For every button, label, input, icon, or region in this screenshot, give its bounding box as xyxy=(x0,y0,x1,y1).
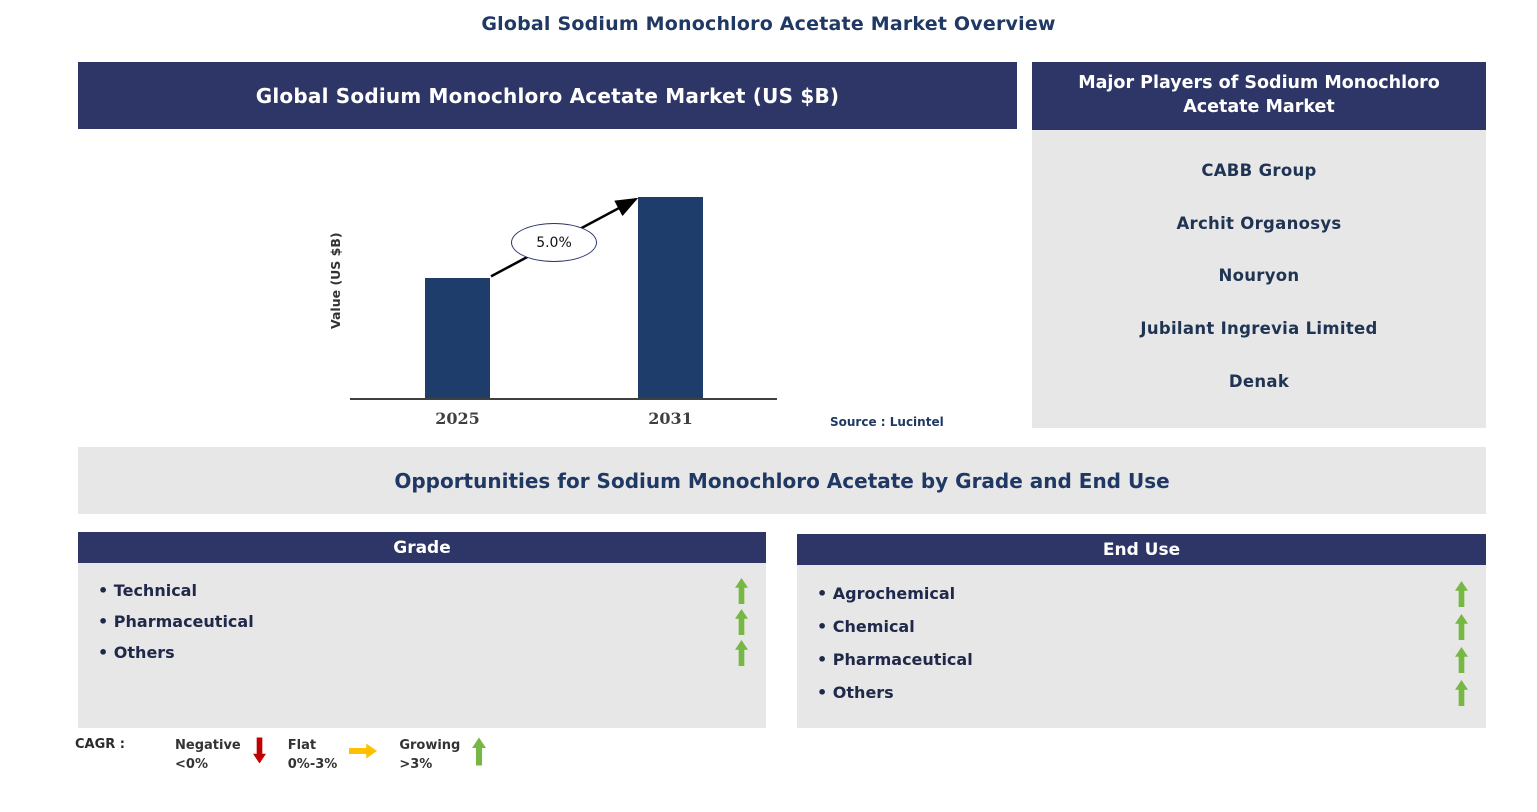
x-axis-line xyxy=(350,398,777,400)
grade-panel-header: Grade xyxy=(78,532,766,563)
list-item: Pharmaceutical xyxy=(98,606,748,637)
grade-item-label: Others xyxy=(98,643,175,662)
growing-up-arrow-icon xyxy=(735,608,748,635)
negative-down-arrow-icon xyxy=(252,737,266,764)
list-item: Others xyxy=(817,676,1468,709)
legend-flat-title: Flat xyxy=(287,738,317,753)
list-item: Others xyxy=(98,637,748,668)
list-item: Nouryon xyxy=(1218,266,1300,286)
end-use-item-label: Others xyxy=(817,683,894,702)
list-item: Pharmaceutical xyxy=(817,643,1468,676)
growing-up-arrow-icon xyxy=(1455,580,1468,607)
growing-up-arrow-icon xyxy=(1455,646,1468,673)
end-use-panel-body: Agrochemical Chemical Pharmaceutical Oth… xyxy=(797,565,1486,728)
legend-entry-growing: Growing >3% xyxy=(399,737,508,775)
grade-panel-body: Technical Pharmaceutical Others xyxy=(78,563,766,728)
end-use-item-label: Pharmaceutical xyxy=(817,650,973,669)
growing-up-arrow-icon xyxy=(1455,613,1468,640)
major-players-header: Major Players of Sodium Monochloro Aceta… xyxy=(1032,62,1486,130)
market-bar-chart: Value (US $B) 5.0% 2025 2031 Source : Lu… xyxy=(78,129,1017,445)
legend-flat-range: 0%-3% xyxy=(287,756,338,772)
end-use-item-label: Agrochemical xyxy=(817,584,955,603)
legend-entry-flat: Flat 0%-3% xyxy=(288,737,400,775)
grade-item-label: Technical xyxy=(98,581,197,600)
list-item: Agrochemical xyxy=(817,577,1468,610)
legend-growing-title: Growing xyxy=(399,738,461,753)
legend-negative-title: Negative xyxy=(175,738,241,753)
major-players-list: CABB Group Archit Organosys Nouryon Jubi… xyxy=(1032,130,1486,428)
list-item: CABB Group xyxy=(1201,160,1317,180)
list-item: Jubilant Ingrevia Limited xyxy=(1140,319,1378,339)
cagr-legend: CAGR : Negative <0% Flat 0%-3% Growing >… xyxy=(75,737,508,775)
end-use-panel-header: End Use xyxy=(797,534,1486,565)
end-use-item-label: Chemical xyxy=(817,617,915,636)
growing-up-arrow-icon xyxy=(735,577,748,604)
legend-entry-negative: Negative <0% xyxy=(175,737,288,775)
market-bar xyxy=(425,278,490,398)
cagr-legend-label: CAGR : xyxy=(75,737,126,752)
page-title: Global Sodium Monochloro Acetate Market … xyxy=(481,13,1056,35)
source-note: Source : Lucintel xyxy=(830,415,944,429)
flat-right-arrow-icon xyxy=(349,743,378,759)
x-axis-label: 2025 xyxy=(435,409,480,428)
growing-up-arrow-icon xyxy=(735,639,748,666)
cagr-badge: 5.0% xyxy=(511,223,597,262)
chart-panel-header: Global Sodium Monochloro Acetate Market … xyxy=(78,62,1017,129)
opportunities-band-title: Opportunities for Sodium Monochloro Acet… xyxy=(78,447,1486,514)
grade-item-label: Pharmaceutical xyxy=(98,612,254,631)
legend-growing-range: >3% xyxy=(399,756,433,772)
legend-negative-range: <0% xyxy=(175,756,208,772)
list-item: Chemical xyxy=(817,610,1468,643)
market-bar xyxy=(638,197,703,398)
list-item: Technical xyxy=(98,575,748,606)
growth-arrow xyxy=(490,197,639,278)
list-item: Denak xyxy=(1228,372,1290,392)
list-item: Archit Organosys xyxy=(1176,213,1342,233)
growing-up-arrow-icon xyxy=(472,737,487,766)
x-axis-label: 2031 xyxy=(648,409,693,428)
growing-up-arrow-icon xyxy=(1455,679,1468,706)
